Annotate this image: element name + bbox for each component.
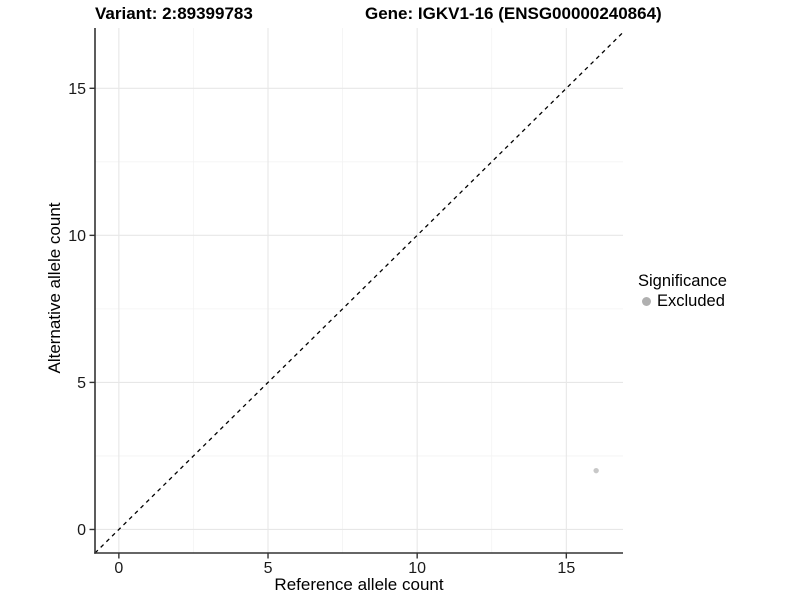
y-tick-label: 0 <box>77 522 86 539</box>
gene-title: Gene: IGKV1-16 (ENSG00000240864) <box>365 4 662 23</box>
legend-title: Significance <box>638 272 727 290</box>
x-axis-label: Reference allele count <box>274 575 444 594</box>
y-tick-label: 10 <box>68 228 86 245</box>
x-tick-label: 15 <box>557 560 575 577</box>
variant-title: Variant: 2:89399783 <box>95 4 253 23</box>
y-tick-label: 5 <box>77 375 86 392</box>
x-tick-label: 10 <box>408 560 426 577</box>
legend-key-dot <box>642 297 651 306</box>
legend-item-excluded: Excluded <box>638 292 727 311</box>
legend: Significance Excluded <box>638 271 727 311</box>
data-point-excluded <box>593 467 599 474</box>
y-tick-label: 15 <box>68 81 86 98</box>
x-tick-label: 5 <box>264 560 273 577</box>
x-tick-label: 0 <box>114 560 123 577</box>
y-axis-label: Alternative allele count <box>45 202 64 374</box>
legend-item-label: Excluded <box>657 292 725 310</box>
identity-line <box>94 31 624 554</box>
